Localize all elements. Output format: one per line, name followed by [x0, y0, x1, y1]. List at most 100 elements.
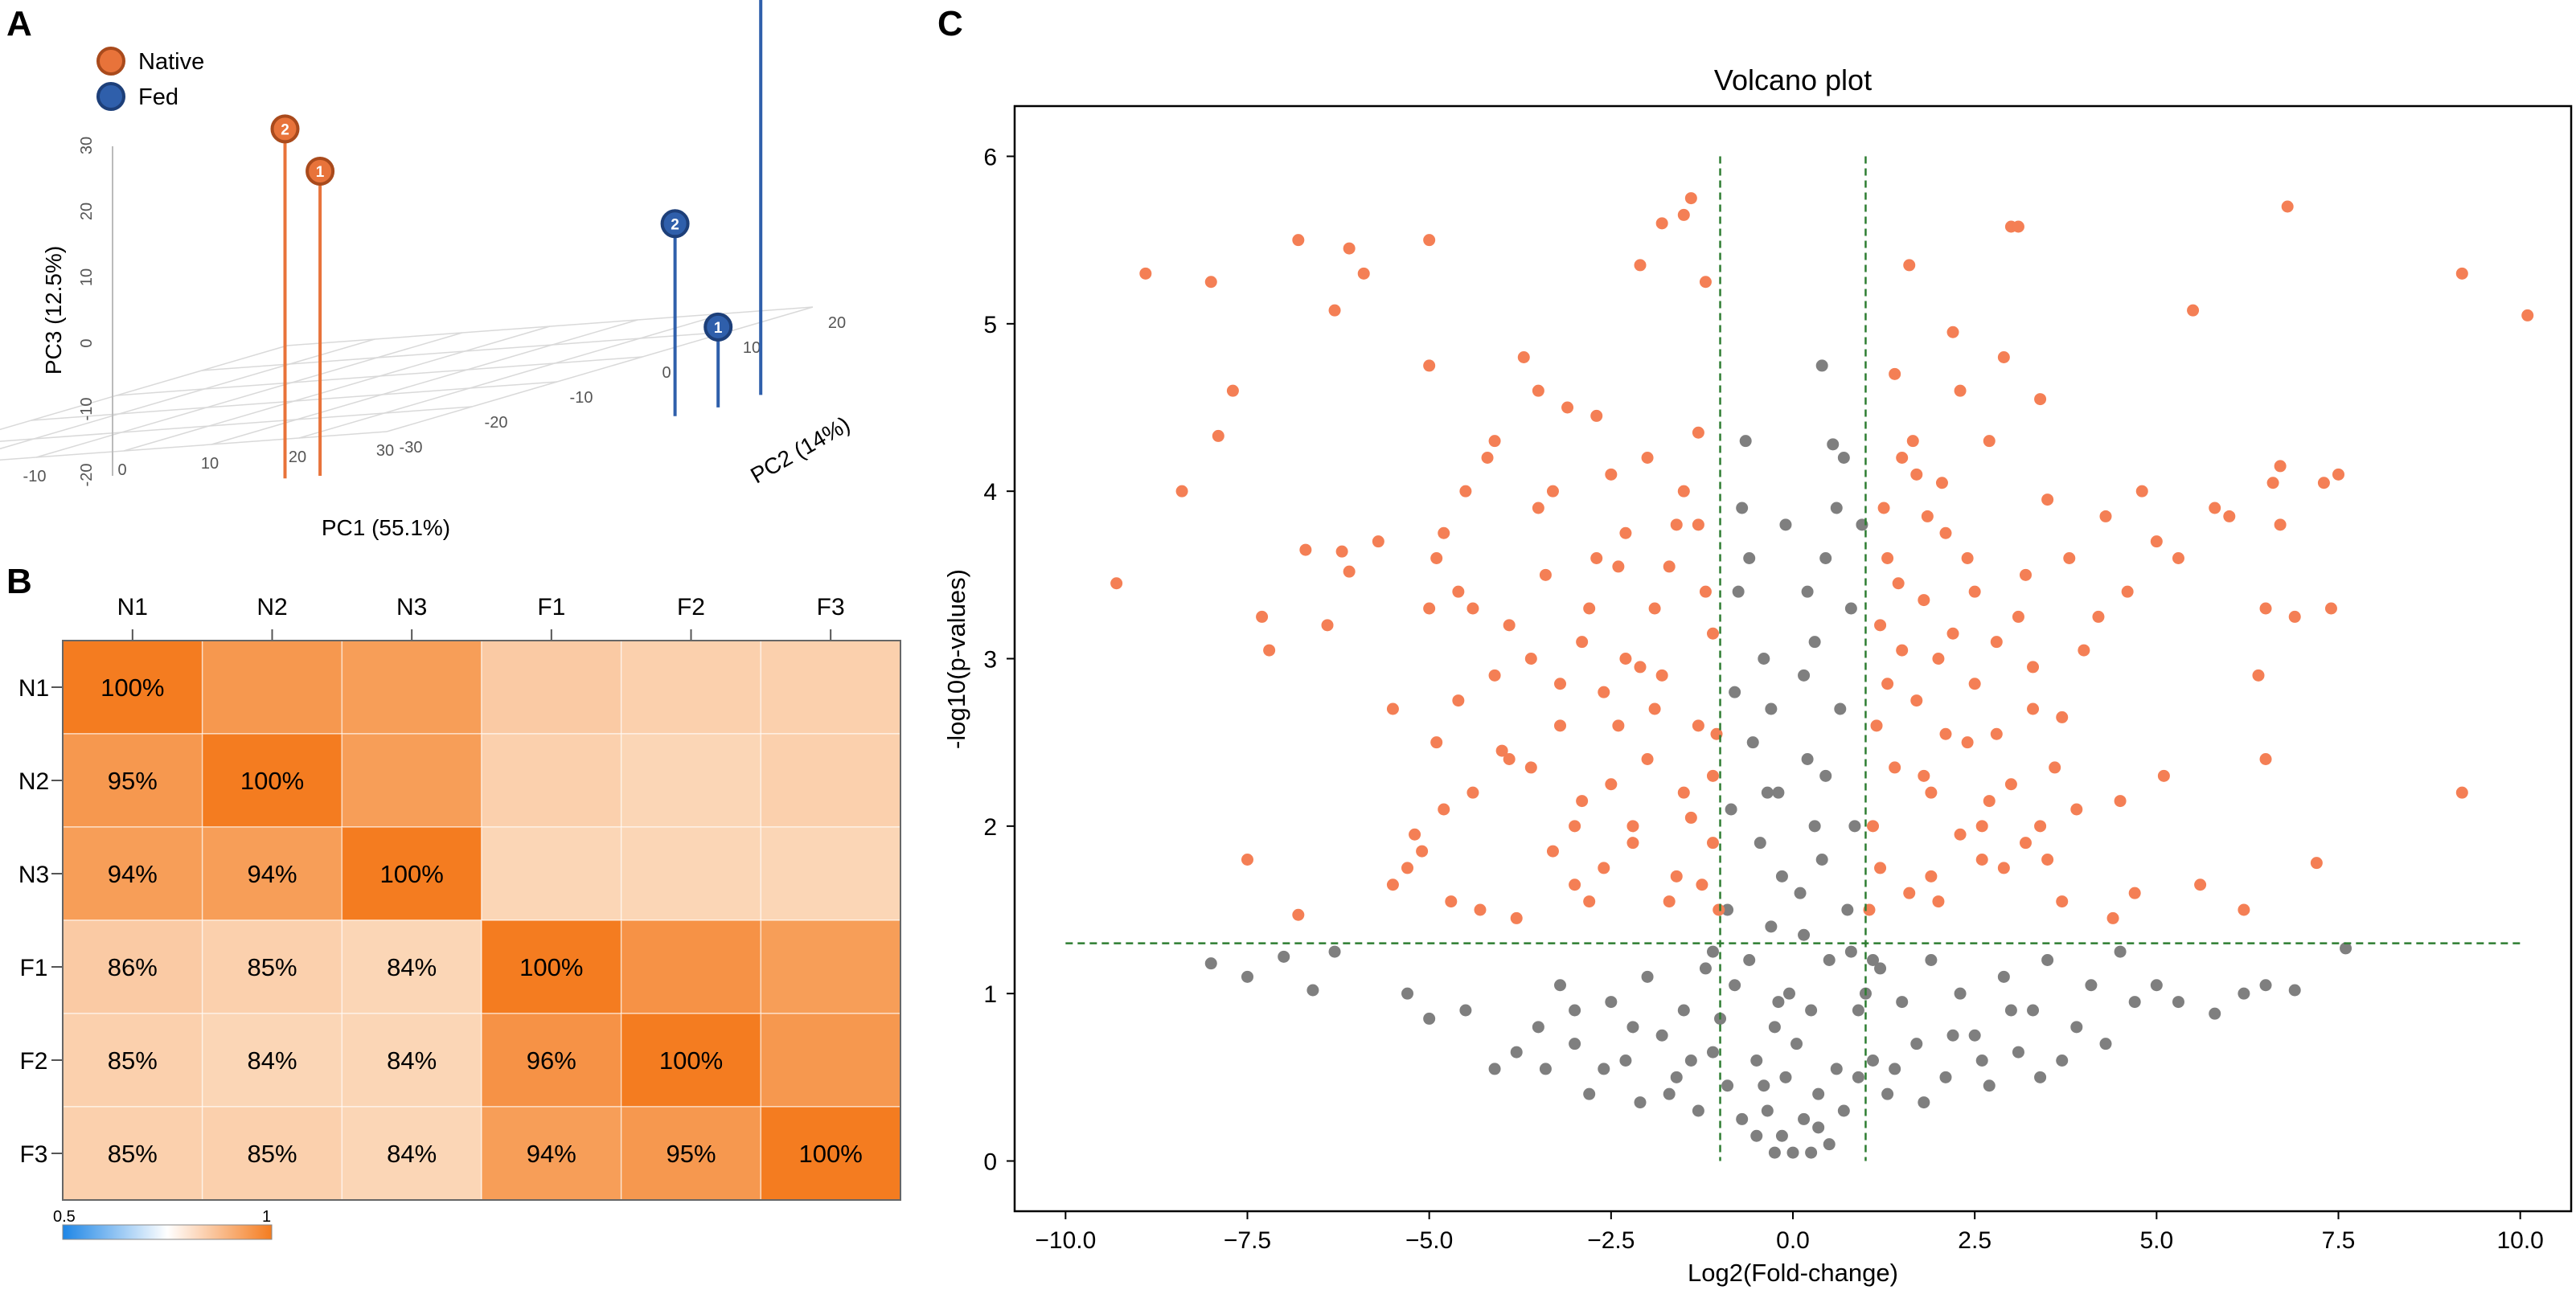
pca-floor-grid: [0, 306, 814, 461]
volcano-point-nonsig: [1841, 903, 1854, 916]
volcano-point-significant: [1598, 686, 1610, 698]
volcano-point-significant: [2041, 854, 2054, 866]
volcano-point-significant: [1423, 234, 1436, 247]
heatmap-cell-N1-F2: [620, 640, 762, 735]
volcano-point-significant: [1386, 878, 1399, 891]
volcano-point-significant: [1946, 627, 1959, 640]
volcano-point-significant: [2259, 602, 2272, 615]
volcano-point-significant: [1903, 259, 1916, 272]
heatmap-cell-label: 100%: [659, 1046, 723, 1075]
volcano-threshold-lines: [1065, 156, 2521, 1161]
volcano-point-significant: [1590, 409, 1603, 422]
volcano-point-significant: [1466, 602, 1479, 615]
volcano-point-significant: [1975, 854, 1988, 866]
pca-marker: [270, 114, 300, 144]
legend-native-label: Native: [138, 49, 204, 75]
volcano-point-nonsig: [1605, 996, 1618, 1009]
volcano-point-significant: [2266, 477, 2279, 489]
volcano-point-nonsig: [1721, 903, 1734, 916]
volcano-point-significant: [2223, 510, 2236, 522]
volcano-point-significant: [1452, 585, 1465, 598]
volcano-point-nonsig: [1946, 1029, 1959, 1042]
volcano-y-tick-label: 1: [983, 981, 997, 1008]
volcano-point-nonsig: [1808, 820, 1821, 833]
heatmap-row-label: N3: [18, 862, 49, 888]
pca-z-axis-label: PC3 (12.5%): [41, 246, 66, 375]
volcano-point-significant: [1641, 753, 1654, 765]
volcano-point-nonsig: [1706, 1046, 1719, 1059]
volcano-point-significant: [1641, 452, 1654, 464]
volcano-point-nonsig: [2070, 1021, 2083, 1034]
volcano-point-significant: [1983, 795, 1996, 808]
heatmap-cell-F3-F2: [620, 1106, 762, 1201]
volcano-point-significant: [1321, 619, 1334, 632]
volcano-y-tick-label: 5: [983, 312, 997, 338]
heatmap-cell-F2-N3: [341, 1013, 482, 1108]
heatmap-cell-N3-F1: [481, 826, 622, 921]
volcano-point-significant: [1598, 862, 1610, 874]
volcano-point-significant: [1626, 837, 1639, 850]
volcano-point-nonsig: [2150, 979, 2163, 992]
volcano-point-significant: [1561, 401, 1574, 414]
volcano-point-nonsig: [1761, 786, 1774, 799]
volcano-point-nonsig: [1910, 1038, 1923, 1050]
pca-z-tick-label: 20: [78, 203, 96, 220]
heatmap-cell-F2-N2: [201, 1013, 343, 1108]
volcano-point-significant: [1546, 845, 1559, 858]
pca-x-tick-label: 20: [289, 448, 306, 466]
volcano-point-significant: [1430, 736, 1443, 749]
volcano-point-significant: [1648, 702, 1661, 715]
volcano-point-nonsig: [1721, 1079, 1734, 1092]
pca-y-tick-label: 0: [662, 364, 671, 382]
volcano-title: Volcano plot: [1714, 63, 1872, 96]
volcano-point-nonsig: [1827, 438, 1840, 451]
volcano-point-nonsig: [1815, 854, 1828, 866]
heatmap-cell-F2-F3: [760, 1013, 901, 1108]
volcano-point-significant: [1877, 502, 1890, 514]
volcano-point-significant: [1925, 786, 1938, 799]
pca-x-axis-label: PC1 (55.1%): [322, 515, 450, 540]
volcano-point-significant: [1874, 862, 1887, 874]
heatmap-panel: N1 N2 N3 F1 F2 F3 N1 N2 N3 F1 F2 F3 100% 95% 100% 94%…: [18, 594, 901, 1240]
volcano-point-significant: [1874, 619, 1887, 632]
heatmap-col-label: N2: [256, 594, 287, 620]
heatmap-col-label: F3: [817, 594, 845, 620]
volcano-point-significant: [1292, 908, 1305, 921]
heatmap-cell-N1-N3: [341, 640, 482, 735]
volcano-point-significant: [1706, 627, 1719, 640]
volcano-point-significant: [1517, 351, 1530, 363]
volcano-point-significant: [1576, 795, 1589, 808]
volcano-point-significant: [2027, 702, 2040, 715]
heatmap-cell-label: 84%: [247, 1046, 297, 1075]
volcano-point-nonsig: [1655, 1029, 1668, 1042]
volcano-point-nonsig: [1699, 962, 1712, 975]
volcano-x-tick-label: 5.0: [2139, 1227, 2173, 1254]
heatmap-cell-N1-F1: [481, 640, 622, 735]
volcano-point-significant: [1655, 217, 1668, 230]
volcano-point-nonsig: [1786, 1146, 1799, 1159]
volcano-point-significant: [2012, 220, 2024, 233]
heatmap-col-label: F2: [677, 594, 705, 620]
volcano-point-nonsig: [2288, 984, 2301, 997]
heatmap-cell-label: 85%: [247, 1140, 297, 1168]
volcano-point-significant: [2259, 753, 2272, 765]
volcano-point-significant: [2019, 568, 2032, 581]
volcano-point-nonsig: [1554, 979, 1567, 992]
volcano-point-significant: [2034, 820, 2047, 833]
heatmap-cell-label: 95%: [108, 767, 158, 795]
volcano-point-nonsig: [1663, 1087, 1676, 1100]
volcano-point-significant: [2324, 602, 2337, 615]
volcano-point-significant: [1663, 560, 1676, 573]
volcano-point-significant: [1699, 585, 1712, 598]
volcano-point-nonsig: [1328, 945, 1341, 958]
volcano-point-nonsig: [1569, 1038, 1581, 1050]
volcano-point-significant: [1713, 903, 1725, 916]
volcano-point-nonsig: [1729, 686, 1741, 698]
heatmap-border: [62, 640, 901, 1201]
pca-grid-line: [31, 381, 558, 421]
volcano-point-nonsig: [1598, 1063, 1610, 1075]
heatmap-cell-label: 86%: [108, 953, 158, 981]
volcano-point-significant: [1452, 694, 1465, 707]
volcano-point-significant: [1889, 761, 1901, 774]
